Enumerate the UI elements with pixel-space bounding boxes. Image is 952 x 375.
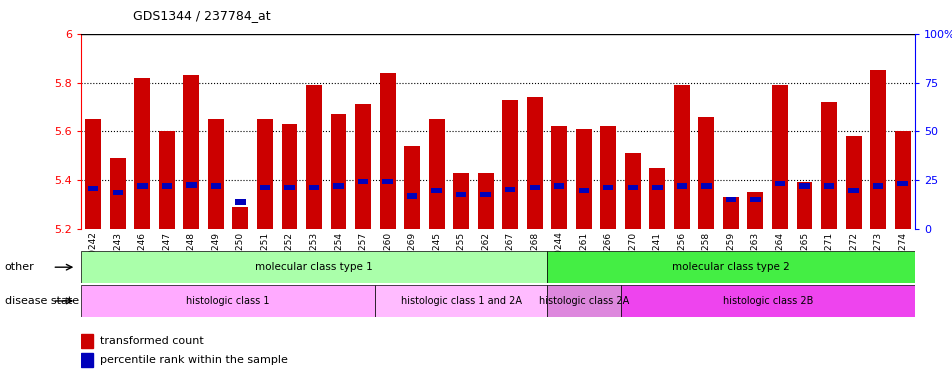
- Bar: [505, 187, 515, 192]
- Bar: [526, 97, 542, 229]
- Bar: [625, 153, 640, 229]
- Bar: [723, 197, 738, 229]
- Text: histologic class 2A: histologic class 2A: [538, 296, 628, 306]
- Bar: [109, 158, 126, 229]
- Text: histologic class 1 and 2A: histologic class 1 and 2A: [400, 296, 521, 306]
- Bar: [159, 131, 174, 229]
- Bar: [799, 183, 809, 189]
- Bar: [550, 126, 566, 229]
- Bar: [379, 73, 395, 229]
- Bar: [375, 285, 546, 317]
- Bar: [477, 173, 493, 229]
- Bar: [81, 334, 92, 348]
- Bar: [455, 192, 466, 197]
- Bar: [725, 197, 735, 202]
- Bar: [88, 186, 98, 191]
- Bar: [673, 85, 689, 229]
- Bar: [428, 119, 445, 229]
- Bar: [210, 183, 221, 189]
- Bar: [897, 181, 907, 186]
- Bar: [208, 119, 224, 229]
- Bar: [746, 192, 763, 229]
- Bar: [330, 114, 347, 229]
- Bar: [847, 188, 858, 193]
- Bar: [698, 117, 714, 229]
- Bar: [480, 192, 490, 197]
- Bar: [749, 197, 760, 202]
- Bar: [578, 188, 588, 193]
- Bar: [81, 285, 375, 317]
- Bar: [651, 185, 662, 190]
- Text: GDS1344 / 237784_at: GDS1344 / 237784_at: [133, 9, 270, 22]
- Bar: [81, 353, 92, 367]
- Bar: [183, 75, 199, 229]
- Text: histologic class 2B: histologic class 2B: [722, 296, 812, 306]
- Bar: [627, 185, 637, 190]
- Bar: [284, 185, 294, 190]
- Bar: [546, 251, 914, 283]
- Bar: [281, 124, 297, 229]
- Bar: [306, 85, 322, 229]
- Bar: [575, 129, 591, 229]
- Bar: [358, 178, 367, 184]
- Bar: [355, 105, 370, 229]
- Text: histologic class 1: histologic class 1: [187, 296, 269, 306]
- Bar: [620, 285, 914, 317]
- Bar: [872, 183, 883, 189]
- Bar: [869, 70, 885, 229]
- Bar: [232, 207, 248, 229]
- Bar: [771, 85, 787, 229]
- Bar: [81, 251, 546, 283]
- Bar: [404, 146, 420, 229]
- Bar: [796, 183, 812, 229]
- Bar: [134, 78, 150, 229]
- Text: disease state: disease state: [5, 296, 79, 306]
- Bar: [308, 185, 319, 190]
- Bar: [600, 126, 616, 229]
- Bar: [407, 193, 417, 198]
- Bar: [431, 188, 442, 193]
- Bar: [453, 173, 468, 229]
- Bar: [260, 185, 269, 190]
- Bar: [137, 183, 148, 189]
- Bar: [701, 183, 711, 189]
- Text: molecular class type 2: molecular class type 2: [671, 262, 789, 272]
- Bar: [162, 183, 172, 189]
- Bar: [186, 182, 196, 188]
- Bar: [333, 183, 344, 189]
- Bar: [844, 136, 861, 229]
- Bar: [86, 119, 101, 229]
- Bar: [894, 131, 909, 229]
- Bar: [382, 178, 392, 184]
- Bar: [235, 199, 246, 205]
- Text: percentile rank within the sample: percentile rank within the sample: [100, 355, 288, 365]
- Bar: [774, 181, 784, 186]
- Bar: [546, 285, 620, 317]
- Text: transformed count: transformed count: [100, 336, 204, 346]
- Text: other: other: [5, 262, 34, 272]
- Bar: [502, 100, 518, 229]
- Bar: [553, 183, 564, 189]
- Bar: [603, 185, 613, 190]
- Bar: [676, 183, 686, 189]
- Bar: [821, 102, 836, 229]
- Bar: [648, 168, 664, 229]
- Bar: [529, 185, 540, 190]
- Bar: [823, 183, 833, 189]
- Bar: [112, 189, 123, 195]
- Text: molecular class type 1: molecular class type 1: [255, 262, 372, 272]
- Bar: [257, 119, 272, 229]
